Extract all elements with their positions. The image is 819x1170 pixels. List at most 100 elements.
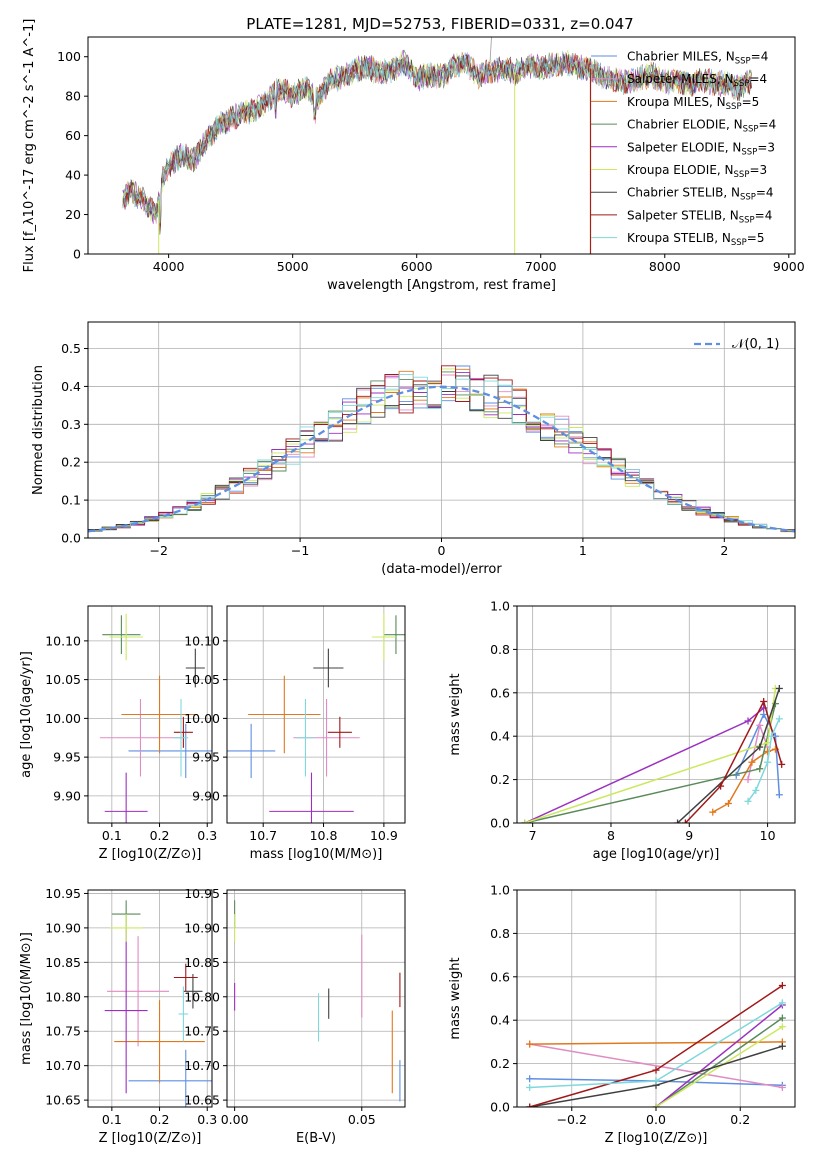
panel-7: −0.2 0.0 0.2 0.0 0.2 0.4 0.6 0.8 1.0 Z [log10(Z/Z… — [448, 883, 796, 1146]
spectrum-line — [122, 52, 752, 221]
y-tick-label: 0.4 — [490, 1013, 510, 1028]
legend-label: Kroupa ELODIE, NSSP=3 — [627, 163, 767, 180]
plot-area — [526, 981, 786, 1107]
x-tick-label: 4000 — [153, 259, 185, 274]
plot-area — [227, 613, 405, 823]
y-tick-label: 0.8 — [490, 926, 510, 941]
x-tick-label: 0 — [438, 543, 446, 558]
legend-label: Kroupa MILES, NSSP=5 — [627, 95, 759, 112]
axes-border — [87, 605, 213, 824]
y-axis-label: mass weight — [448, 957, 463, 1039]
y-tick-label: 10.00 — [184, 711, 220, 726]
x-tick-label: 7 — [529, 828, 537, 843]
y-tick-label: 0.5 — [61, 341, 81, 356]
weight-line — [529, 1041, 783, 1045]
x-tick-label: 5000 — [277, 259, 309, 274]
y-tick-label: 0.0 — [490, 1100, 510, 1115]
figure-title: PLATE=1281, MJD=52753, FIBERID=0331, z=0… — [246, 15, 633, 33]
x-tick-label: 0.0 — [646, 1112, 666, 1127]
x-tick-label: 2 — [720, 543, 728, 558]
x-axis-label: E(B-V) — [296, 1131, 336, 1146]
plot-area — [99, 613, 212, 823]
axes-border — [226, 889, 406, 1108]
y-tick-label: 10.65 — [184, 1093, 220, 1108]
y-tick-label: 0.2 — [61, 455, 81, 470]
x-axis-label: Z [log10(Z/Z⊙)] — [99, 1131, 202, 1146]
axes-frame: 0.1 0.2 0.3 9.90 9.95 10.00 10.05 10.10 Z [log10… — [19, 605, 217, 862]
x-tick-label: 0.1 — [102, 1112, 122, 1127]
y-tick-label: 1.0 — [490, 599, 510, 614]
axes-frame: 10.7 10.8 10.9 9.90 9.95 10.00 10.05 10.10 mass … — [184, 605, 406, 862]
x-tick-label: 10.8 — [310, 828, 338, 843]
x-tick-label: 6000 — [401, 259, 433, 274]
weight-line — [655, 1017, 783, 1107]
y-tick-label: 0.1 — [61, 493, 81, 508]
legend-label: Salpeter STELIB, NSSP=4 — [627, 208, 772, 225]
x-tick-label: 0.2 — [150, 1112, 170, 1127]
plot-area — [122, 37, 752, 254]
panel-3: 10.7 10.8 10.9 9.90 9.95 10.00 10.05 10.10 mass … — [184, 605, 406, 862]
weight-line — [655, 1004, 783, 1107]
y-tick-label: 10.05 — [184, 672, 220, 687]
axes-border — [87, 36, 796, 255]
panel-4: 7 8 9 10 0.0 0.2 0.4 0.6 0.8 1.0 age [log10(age/yr… — [448, 599, 796, 862]
legend: Chabrier MILES, NSSP=4 Salpeter MILES, NS… — [591, 50, 776, 248]
panel-1: −2 −1 0 1 2 0.0 0.1 0.2 0.3 0.4 0.5 (data-model)/er… — [31, 321, 796, 577]
y-tick-label: 1.0 — [490, 883, 510, 898]
normal-curve — [88, 385, 795, 533]
y-tick-label: 0.4 — [490, 729, 510, 744]
panels: 4000 5000 6000 7000 8000 9000020406080100wave… — [19, 19, 805, 1146]
y-tick-label: 10.75 — [45, 1024, 81, 1039]
plot-area — [104, 900, 212, 1107]
y-tick-label: 10.85 — [184, 955, 220, 970]
y-axis-label: Flux [f_λ10^-17 erg cm^-2 s^-1 A^-1] — [22, 19, 37, 273]
y-tick-label: 10.75 — [184, 1024, 220, 1039]
y-tick-label: 10.05 — [45, 672, 81, 687]
y-tick-label: 100 — [57, 49, 81, 64]
axes-frame: 7 8 9 10 0.0 0.2 0.4 0.6 0.8 1.0 age [log10(age/yr… — [448, 599, 796, 862]
x-axis-label: Z [log10(Z/Z⊙)] — [99, 847, 202, 862]
spectrum-line — [489, 37, 492, 65]
y-tick-label: 10.90 — [45, 920, 81, 935]
x-tick-label: 0.05 — [348, 1112, 376, 1127]
y-tick-label: 0.8 — [490, 642, 510, 657]
y-tick-label: 10.10 — [45, 633, 81, 648]
y-tick-label: 0.2 — [490, 1056, 510, 1071]
axes-frame: −0.2 0.0 0.2 0.0 0.2 0.4 0.6 0.8 1.0 Z [log10(Z/Z… — [448, 883, 796, 1146]
axes-border — [87, 889, 213, 1108]
axes-border — [226, 605, 406, 824]
y-tick-label: 10.80 — [184, 989, 220, 1004]
x-axis-label: age [log10(age/yr)] — [593, 847, 720, 862]
y-tick-label: 40 — [65, 168, 81, 183]
spectrum-line — [122, 50, 752, 224]
x-tick-label: 8000 — [649, 259, 681, 274]
x-tick-label: 9 — [685, 828, 693, 843]
y-tick-label: 9.95 — [53, 750, 81, 765]
y-tick-label: 9.90 — [192, 788, 220, 803]
y-tick-label: 20 — [65, 207, 81, 222]
x-tick-label: 0.2 — [150, 828, 170, 843]
legend-label: Salpeter ELODIE, NSSP=3 — [627, 140, 775, 157]
y-tick-label: 80 — [65, 89, 81, 104]
x-tick-label: 0.3 — [197, 828, 217, 843]
axes-frame: 0.00 0.05 10.65 10.70 10.75 10.80 10.85 10.90 10… — [184, 886, 406, 1146]
x-tick-label: 0.3 — [197, 1112, 217, 1127]
plot-area — [234, 900, 401, 1102]
y-tick-label: 10.10 — [184, 633, 220, 648]
y-axis-label: mass weight — [448, 673, 463, 755]
x-tick-label: 0.2 — [730, 1112, 750, 1127]
x-tick-label: 8 — [607, 828, 615, 843]
legend-label: 𝒩(0, 1) — [732, 337, 779, 352]
legend-label: Chabrier STELIB, NSSP=4 — [627, 186, 774, 203]
histogram — [88, 373, 795, 532]
x-tick-label: 7000 — [525, 259, 557, 274]
plot-area — [88, 365, 795, 533]
y-tick-label: 10.90 — [184, 920, 220, 935]
y-tick-label: 10.80 — [45, 989, 81, 1004]
panel-5: 0.1 0.2 0.3 10.65 10.70 10.75 10.80 10.85 10.90 1… — [19, 886, 217, 1146]
x-tick-label: 1 — [579, 543, 587, 558]
legend-label: Salpeter MILES, NSSP=4 — [627, 72, 767, 89]
legend-label: Chabrier ELODIE, NSSP=4 — [627, 118, 776, 135]
weight-line — [524, 688, 777, 823]
